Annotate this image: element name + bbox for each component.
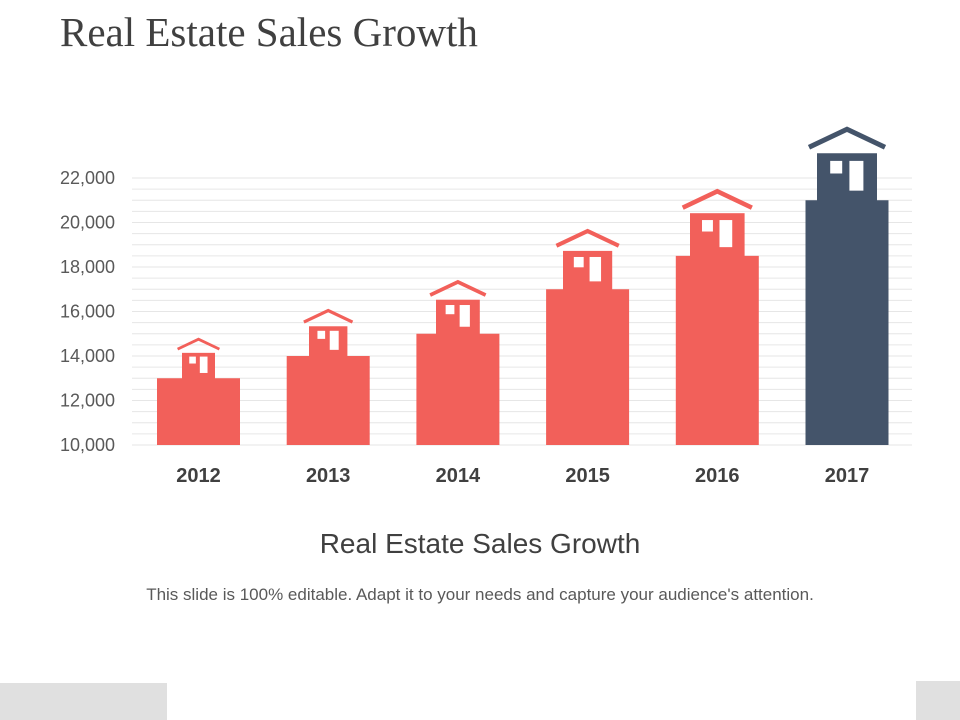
y-tick-label: 18,000 <box>60 257 115 277</box>
corner-decoration-right <box>916 681 960 720</box>
window <box>573 256 584 268</box>
bar-body <box>157 378 240 445</box>
y-tick-label: 10,000 <box>60 435 115 455</box>
bar-body <box>416 333 500 445</box>
x-tick-label: 2017 <box>825 465 870 487</box>
y-tick-label: 14,000 <box>60 346 115 366</box>
house-icon <box>681 188 753 257</box>
caption-title: Real Estate Sales Growth <box>319 528 641 559</box>
window <box>849 160 864 191</box>
x-tick-label: 2014 <box>436 465 481 487</box>
bar-2015 <box>546 228 630 445</box>
caption-text: This slide is 100% editable. Adapt it to… <box>146 585 814 604</box>
bar-body <box>675 255 759 445</box>
chart-bars <box>157 126 889 445</box>
x-tick-label: 2013 <box>306 465 351 487</box>
x-tick-label: 2015 <box>565 465 610 487</box>
bar-body <box>286 356 370 445</box>
house-icon <box>807 126 887 202</box>
slide-title: Real Estate Sales Growth <box>60 9 478 55</box>
y-tick-label: 22,000 <box>60 168 115 188</box>
window <box>830 160 843 174</box>
y-tick-label: 20,000 <box>60 213 115 233</box>
chart-gridlines <box>132 177 912 446</box>
window <box>445 305 455 315</box>
bar-chart: 10,000 12,000 14,000 16,000 18,000 20,000 22,0… <box>60 126 912 487</box>
window <box>719 220 733 248</box>
bar-2013 <box>286 308 370 445</box>
bar-2016 <box>675 188 759 445</box>
x-tick-label: 2012 <box>176 465 221 487</box>
window <box>459 305 470 327</box>
house-icon <box>303 308 354 357</box>
bar-body <box>546 289 630 445</box>
house-icon <box>555 228 620 291</box>
corner-decoration-left <box>0 683 167 720</box>
window <box>199 356 208 373</box>
window <box>329 330 339 350</box>
bar-body <box>805 200 889 445</box>
window <box>702 220 713 232</box>
y-axis-ticks: 10,000 12,000 14,000 16,000 18,000 20,000 22,0… <box>60 168 115 455</box>
window <box>589 256 602 282</box>
window <box>189 356 196 364</box>
house-icon <box>177 337 220 380</box>
bar-2012 <box>157 337 240 445</box>
bar-2014 <box>416 279 500 445</box>
y-tick-label: 16,000 <box>60 302 115 322</box>
y-tick-label: 12,000 <box>60 391 115 411</box>
x-axis-ticks: 2012 2013 2014 2015 2016 2017 <box>176 465 869 487</box>
bar-2017 <box>805 126 889 445</box>
window <box>317 330 326 339</box>
x-tick-label: 2016 <box>695 465 740 487</box>
house-icon <box>429 279 487 335</box>
